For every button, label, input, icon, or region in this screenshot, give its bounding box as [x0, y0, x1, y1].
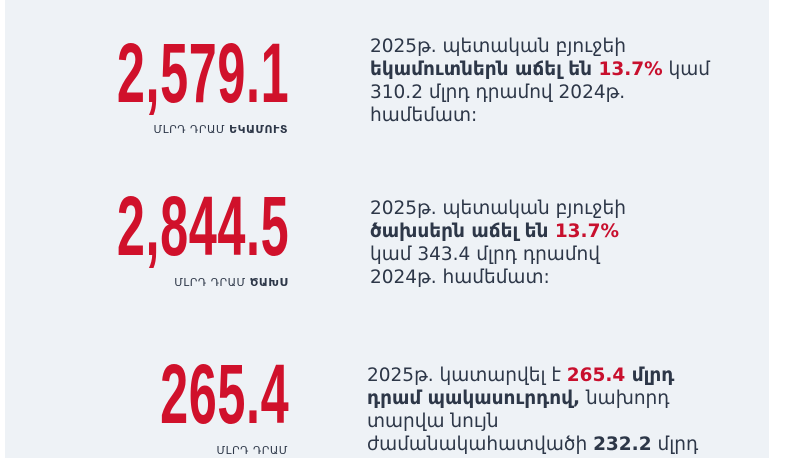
- deficit-description: 2025թ. կատարվել է 265.4 մլրդ դրամ պակասո…: [367, 365, 699, 455]
- deficit-value: 265.4: [159, 347, 289, 441]
- expenditure-value: 2,844.5: [116, 179, 289, 273]
- revenue-caption: ՄԼՐԴ ԴՐԱՄ ԵԿԱՄՈՒՏ: [153, 123, 288, 136]
- expenditure-caption: ՄԼՐԴ ԴՐԱՄ ԾԱԽՍ: [174, 276, 288, 289]
- infographic-panel: 2,579.1 ՄԼՐԴ ԴՐԱՄ ԵԿԱՄՈՒՏ 2025թ. պետական…: [5, 0, 769, 458]
- revenue-value: 2,579.1: [116, 26, 289, 120]
- expenditure-description: 2025թ. պետական բյուջեի ծախսերն աճել են 1…: [370, 198, 626, 288]
- revenue-description: 2025թ. պետական բյուջեի եկամուտներն աճել …: [370, 36, 711, 126]
- deficit-caption: ՄԼՐԴ ԴՐԱՄ: [216, 444, 288, 457]
